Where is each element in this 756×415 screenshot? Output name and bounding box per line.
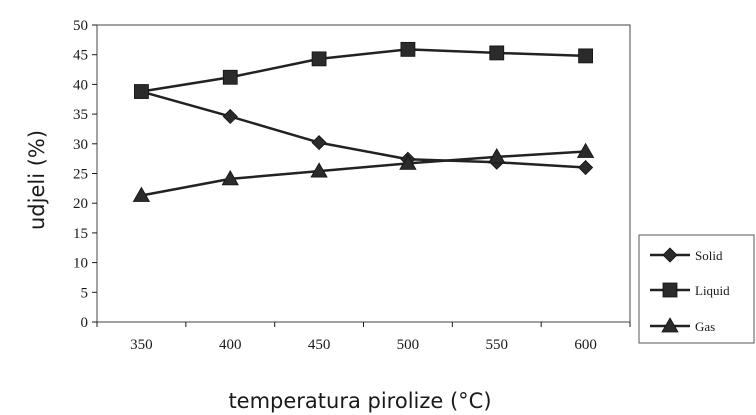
x-tick-label: 500 [397, 337, 420, 353]
legend-marker-solid [662, 247, 678, 263]
series-layer [132, 41, 595, 202]
data-point-liquid [134, 84, 149, 99]
data-point-gas [221, 170, 239, 186]
data-point-gas [488, 148, 506, 164]
x-tick-label: 400 [219, 337, 242, 353]
y-tick-label: 50 [73, 18, 88, 34]
legend: Solid Liquid Gas [638, 234, 755, 344]
data-point-gas [132, 186, 151, 202]
y-axis-title: udjeli (%) [25, 130, 49, 230]
plot-area [96, 24, 631, 323]
legend-label-gas: Gas [695, 319, 715, 334]
series-line-solid [141, 90, 586, 169]
legend-marker-liquid [662, 282, 678, 298]
data-point-gas [576, 142, 595, 158]
x-tick-label: 600 [574, 337, 597, 353]
data-point-solid [222, 108, 238, 125]
y-tick-label: 20 [73, 196, 88, 212]
data-point-liquid [400, 41, 416, 57]
y-tick-label: 5 [81, 285, 89, 301]
data-point-liquid [578, 48, 593, 64]
data-point-solid [311, 135, 327, 151]
series-line-gas [141, 150, 586, 197]
data-point-liquid [311, 51, 327, 67]
legend-label-liquid: Liquid [695, 283, 730, 298]
x-tick-label: 550 [486, 337, 509, 353]
data-point-gas [399, 154, 417, 170]
data-point-gas [310, 162, 328, 178]
y-tick-label: 0 [81, 315, 89, 331]
legend-label-solid: Solid [695, 248, 723, 263]
y-tick-label: 15 [73, 226, 88, 242]
x-tick-label: 450 [308, 337, 331, 353]
y-tick-label: 35 [73, 107, 88, 123]
y-tick-label: 30 [73, 137, 88, 153]
data-point-solid [578, 159, 594, 176]
data-point-liquid [489, 45, 505, 61]
legend-marker-gas [661, 317, 679, 333]
data-point-liquid [222, 69, 238, 85]
x-axis: 350 400 450 500 550 600 [96, 322, 631, 353]
x-axis-title: temperatura pirolize (°C) [228, 389, 491, 413]
series-line-liquid [141, 48, 586, 93]
x-tick-label: 350 [130, 337, 153, 353]
y-tick-label: 25 [73, 167, 88, 183]
y-tick-label: 40 [73, 77, 88, 93]
y-axis: 0 5 10 15 20 25 30 35 40 45 50 [73, 18, 97, 331]
y-tick-label: 10 [73, 256, 88, 272]
y-tick-label: 45 [73, 48, 88, 64]
